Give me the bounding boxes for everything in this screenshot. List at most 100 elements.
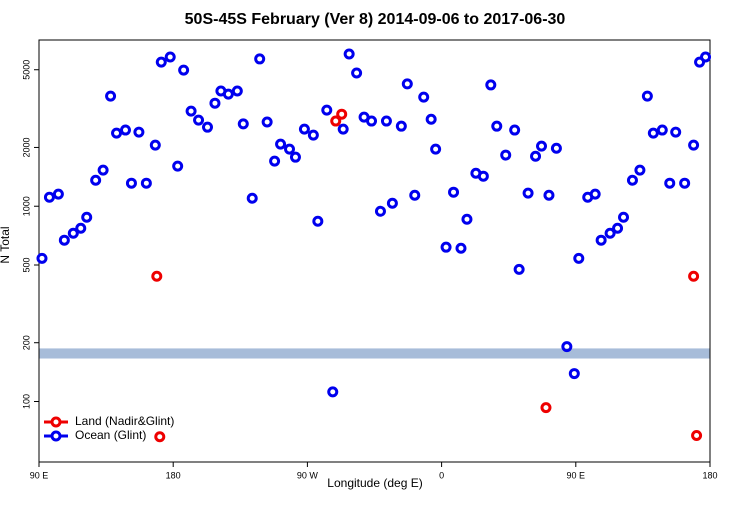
x-axis-label: Longitude (deg E) — [327, 476, 422, 490]
point — [500, 149, 512, 161]
point — [81, 211, 93, 223]
point — [154, 431, 166, 443]
band — [39, 348, 710, 359]
point — [604, 227, 616, 239]
point — [485, 79, 497, 91]
x-tick-label: 0 — [439, 470, 444, 480]
point — [193, 114, 205, 126]
point — [312, 215, 324, 227]
point — [688, 270, 700, 282]
point — [151, 270, 163, 282]
point — [618, 211, 630, 223]
point — [691, 429, 703, 441]
legend-marker — [50, 430, 62, 442]
point — [513, 263, 525, 275]
legend-marker — [50, 416, 62, 428]
point — [380, 115, 392, 127]
point — [125, 177, 137, 189]
point — [440, 241, 452, 253]
point — [75, 222, 87, 234]
point — [52, 188, 64, 200]
point — [351, 67, 363, 79]
point — [641, 90, 653, 102]
plot-frame — [38, 39, 711, 463]
point — [461, 213, 473, 225]
point — [97, 164, 109, 176]
point — [386, 197, 398, 209]
point — [568, 368, 580, 380]
legend-label: Ocean (Glint) — [75, 428, 146, 442]
point — [185, 105, 197, 117]
point — [418, 91, 430, 103]
point — [284, 143, 296, 155]
point — [140, 177, 152, 189]
point — [275, 138, 287, 150]
point — [374, 205, 386, 217]
point — [133, 126, 145, 138]
y-tick-label: 1000 — [21, 196, 31, 216]
point — [231, 85, 243, 97]
point — [43, 191, 55, 203]
y-tick-label: 200 — [21, 335, 31, 350]
point — [366, 115, 378, 127]
legend-label: Land (Nadir&Glint) — [75, 414, 174, 428]
point — [164, 51, 176, 63]
point — [269, 155, 281, 167]
point — [222, 88, 234, 100]
point — [337, 123, 349, 135]
point — [343, 48, 355, 60]
y-axis-label: N Total — [0, 226, 12, 263]
point — [656, 124, 668, 136]
point — [307, 129, 319, 141]
point — [536, 140, 548, 152]
point — [664, 177, 676, 189]
point — [477, 170, 489, 182]
point — [595, 234, 607, 246]
point — [298, 123, 310, 135]
point — [688, 139, 700, 151]
point — [336, 108, 348, 120]
point — [289, 151, 301, 163]
x-tick-label: 180 — [166, 470, 181, 480]
point — [172, 160, 184, 172]
point — [700, 51, 712, 63]
point — [550, 142, 562, 154]
point — [626, 174, 638, 186]
point — [321, 104, 333, 116]
point — [178, 64, 190, 76]
point — [111, 127, 123, 139]
point — [530, 150, 542, 162]
point — [36, 252, 48, 264]
point — [246, 192, 258, 204]
y-tick-label: 100 — [21, 394, 31, 409]
y-tick-label: 5000 — [21, 60, 31, 80]
point — [448, 186, 460, 198]
point — [509, 124, 521, 136]
point — [327, 386, 339, 398]
point — [425, 113, 437, 125]
point — [409, 189, 421, 201]
point — [612, 222, 624, 234]
point — [634, 164, 646, 176]
point — [647, 127, 659, 139]
point — [67, 227, 79, 239]
y-tick-label: 2000 — [21, 137, 31, 157]
point — [58, 234, 70, 246]
point — [90, 174, 102, 186]
chart-title: 50S-45S February (Ver 8) 2014-09-06 to 2… — [185, 11, 566, 28]
point — [522, 187, 534, 199]
point — [330, 115, 342, 127]
x-tick-label: 90 W — [297, 470, 319, 480]
point — [589, 188, 601, 200]
point — [254, 53, 266, 65]
point — [679, 177, 691, 189]
point — [491, 120, 503, 132]
point — [561, 341, 573, 353]
point — [209, 97, 221, 109]
point — [201, 121, 213, 133]
point — [455, 242, 467, 254]
x-tick-label: 90 E — [30, 470, 49, 480]
point — [430, 143, 442, 155]
point — [670, 126, 682, 138]
